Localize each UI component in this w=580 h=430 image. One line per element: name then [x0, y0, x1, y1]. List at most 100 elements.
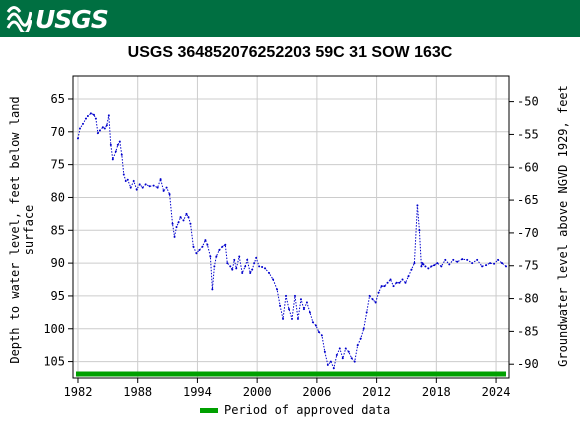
data-point	[126, 178, 129, 181]
data-point	[162, 189, 165, 192]
data-point	[255, 256, 258, 259]
data-point	[398, 281, 401, 284]
data-point	[129, 186, 132, 189]
x-tick-label: 1982	[64, 385, 93, 399]
y-tick-right-label: -80	[517, 292, 539, 306]
data-point	[118, 140, 121, 143]
data-point	[386, 281, 389, 284]
data-point	[282, 317, 285, 320]
data-point	[389, 278, 392, 281]
data-point	[332, 367, 335, 370]
data-point	[299, 298, 302, 301]
usgs-logo[interactable]: USGS	[6, 4, 109, 34]
data-point	[420, 265, 423, 268]
data-point	[320, 334, 323, 337]
data-point	[311, 321, 314, 324]
data-point	[430, 265, 433, 268]
data-point	[452, 258, 455, 261]
data-point	[436, 262, 439, 265]
y-tick-left-label: 70	[51, 125, 65, 139]
data-point	[476, 258, 479, 261]
data-point	[444, 258, 447, 261]
data-point	[377, 291, 380, 294]
data-point	[218, 248, 221, 251]
data-point	[471, 262, 474, 265]
data-point	[132, 180, 135, 183]
y-tick-left-label: 85	[51, 223, 65, 237]
data-point	[213, 265, 216, 268]
data-point	[485, 264, 488, 267]
data-point	[279, 304, 282, 307]
data-point	[293, 294, 296, 297]
data-point	[135, 188, 138, 191]
y-tick-left-label: 95	[51, 289, 65, 303]
data-point	[187, 216, 190, 219]
data-point	[235, 267, 238, 270]
y-tick-left-label: 75	[51, 158, 65, 172]
data-point	[323, 350, 326, 353]
data-point	[148, 185, 151, 188]
data-point	[94, 117, 97, 120]
data-point	[365, 311, 368, 314]
data-point	[424, 265, 427, 268]
data-point	[189, 222, 192, 225]
data-point	[185, 212, 188, 215]
data-point	[350, 357, 353, 360]
data-point	[81, 122, 84, 125]
data-point	[238, 255, 241, 258]
legend-label-approved: Period of approved data	[224, 403, 391, 417]
data-point	[105, 124, 108, 127]
data-point	[221, 245, 224, 248]
data-point	[231, 268, 234, 271]
data-point	[302, 308, 305, 311]
data-point	[461, 258, 464, 261]
data-point	[86, 115, 89, 118]
data-point	[89, 112, 92, 115]
data-point	[344, 347, 347, 350]
data-point	[448, 263, 451, 266]
y-tick-left-label: 90	[51, 256, 65, 270]
data-point	[244, 265, 247, 268]
data-point	[114, 150, 117, 153]
x-tick-label: 2006	[302, 385, 331, 399]
data-point	[241, 271, 244, 274]
data-point	[374, 301, 377, 304]
data-point	[272, 278, 275, 281]
data-point	[258, 265, 261, 268]
x-tick-label: 2018	[422, 385, 451, 399]
usgs-wave-icon	[6, 6, 32, 32]
x-tick-label: 1988	[123, 385, 152, 399]
data-point	[144, 183, 147, 186]
data-point	[96, 132, 99, 135]
data-point	[285, 294, 288, 297]
data-point	[92, 113, 95, 116]
data-point	[481, 265, 484, 268]
data-point	[353, 360, 356, 363]
data-point	[182, 219, 185, 222]
data-point	[111, 158, 114, 161]
y-tick-right-label: -70	[517, 226, 539, 240]
data-point	[101, 126, 104, 129]
y-tick-right-label: -55	[517, 127, 539, 141]
data-point	[168, 193, 171, 196]
data-point	[359, 337, 362, 340]
data-point	[122, 173, 125, 176]
data-point	[347, 350, 350, 353]
data-point	[249, 271, 252, 274]
data-point	[392, 285, 395, 288]
data-point	[124, 180, 127, 183]
data-point	[107, 114, 110, 117]
y-tick-right-label: -65	[517, 193, 539, 207]
data-point	[489, 262, 492, 265]
series-line	[77, 112, 507, 370]
chart-legend: Period of approved data	[200, 403, 390, 417]
data-point	[206, 243, 209, 246]
data-point	[493, 262, 496, 265]
data-point	[317, 331, 320, 334]
data-point	[288, 308, 291, 311]
data-point	[264, 267, 267, 270]
data-point	[338, 347, 341, 350]
usgs-logo-text: USGS	[35, 4, 109, 34]
data-point	[395, 281, 398, 284]
data-point	[401, 278, 404, 281]
